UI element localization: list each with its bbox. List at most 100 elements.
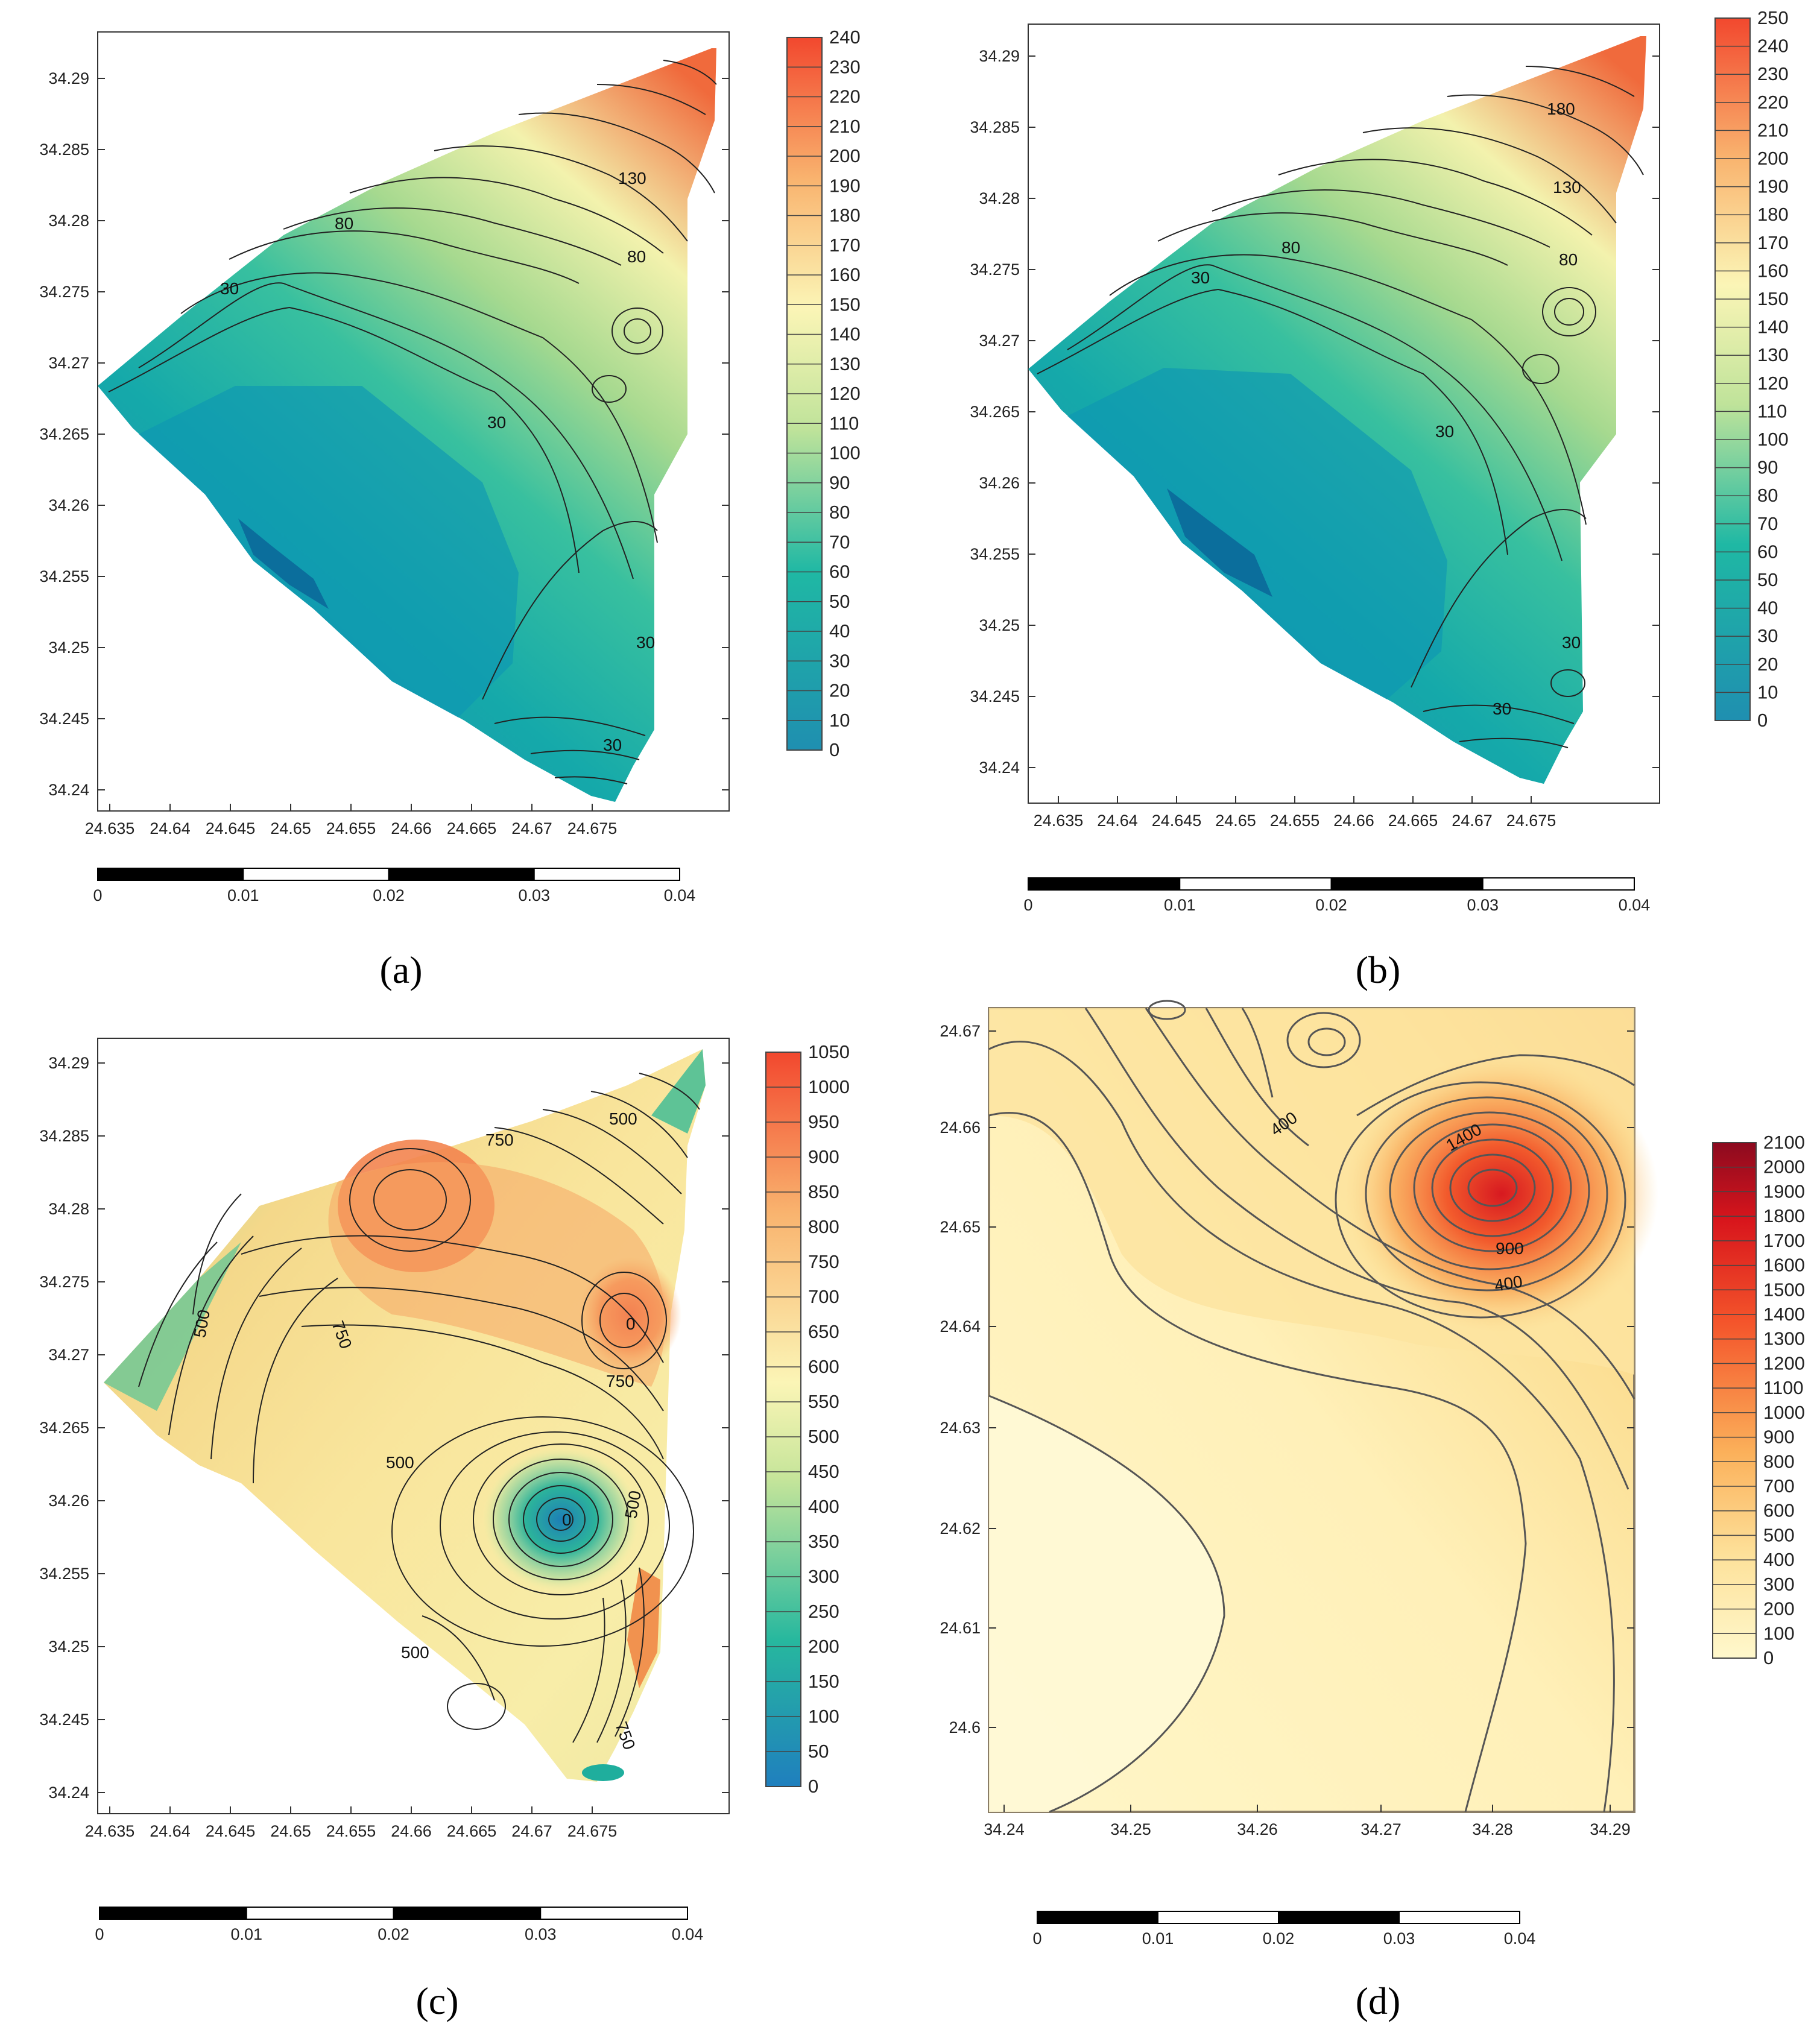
panel-b-contour-labels: 180 130 80 80 30 30 30 30 [1191, 99, 1581, 718]
x-tick-label: 24.66 [391, 1822, 432, 1840]
x-tick-label: 24.645 [206, 1822, 256, 1840]
contour-label: 30 [603, 736, 622, 754]
scalebar-label: 0.03 [1383, 1929, 1415, 1948]
colorbar-label: 1500 [1763, 1279, 1805, 1300]
scalebar-label: 0 [1023, 896, 1032, 914]
colorbar-label: 150 [829, 294, 861, 315]
contour-label: 30 [1493, 699, 1511, 718]
colorbar-label: 100 [1763, 1623, 1795, 1644]
x-tick-label: 24.66 [1333, 812, 1374, 830]
contour-label: 500 [401, 1643, 429, 1662]
y-tick-label: 34.29 [48, 1054, 89, 1072]
y-tick-label: 34.24 [48, 1784, 89, 1802]
colorbar-label: 100 [808, 1706, 839, 1727]
panel-a-label: (a) [379, 948, 422, 991]
colorbar-label: 180 [829, 205, 861, 226]
colorbar-label: 50 [1757, 569, 1778, 590]
scalebar-segment [540, 1907, 688, 1920]
contour-label: 30 [220, 279, 239, 298]
contour-label: 180 [1547, 99, 1575, 118]
scalebar-label: 0.02 [378, 1925, 409, 1943]
colorbar-label: 40 [829, 620, 850, 642]
panel-b-scalebar: 0 0.01 0.02 0.03 0.04 [1023, 877, 1650, 914]
y-tick-label: 34.27 [48, 354, 89, 372]
panel-c-scalebar: 0 0.01 0.02 0.03 0.04 [95, 1907, 703, 1943]
scalebar-segment [1028, 877, 1181, 891]
colorbar-label: 500 [808, 1426, 839, 1447]
contour-label: 750 [611, 1719, 639, 1752]
panel-c-frame [97, 1038, 730, 1814]
y-tick-label: 34.29 [48, 69, 89, 87]
colorbar-label: 160 [1757, 260, 1789, 281]
colorbar-label: 10 [1757, 681, 1778, 702]
y-tick-label: 34.27 [979, 332, 1020, 350]
contour-label: 30 [1191, 268, 1210, 287]
scalebar-label: 0.02 [373, 886, 405, 904]
colorbar-ramp [765, 1052, 801, 1787]
panel-d-axes: 34.24 34.25 34.26 34.27 34.28 34.29 24.6 24.61 2… [940, 1022, 1634, 1838]
y-tick-label: 34.285 [39, 140, 89, 159]
contour-label: 0 [562, 1510, 572, 1529]
colorbar-label: 900 [1763, 1427, 1795, 1448]
y-tick-label: 24.65 [940, 1218, 981, 1236]
contour-label: 900 [1496, 1239, 1524, 1258]
x-tick-label: 24.675 [567, 1822, 618, 1840]
scalebar-label: 0.01 [230, 1925, 262, 1943]
colorbar-label: 250 [1757, 7, 1789, 28]
colorbar-label: 250 [808, 1601, 839, 1622]
colorbar-label: 950 [808, 1111, 839, 1132]
y-tick-label: 24.6 [949, 1718, 981, 1736]
panel-d-label: (d) [1356, 1979, 1401, 2022]
x-tick-label: 34.28 [1472, 1820, 1513, 1838]
contour-label: 80 [627, 247, 646, 266]
colorbar-label: 170 [1757, 232, 1789, 253]
colorbar-label: 450 [808, 1461, 839, 1482]
y-tick-label: 34.28 [48, 1200, 89, 1218]
scalebar-label: 0.02 [1263, 1929, 1295, 1948]
scalebar-segment [393, 1907, 542, 1920]
panel-c-low-zone [482, 1447, 639, 1592]
scalebar-label: 0 [93, 886, 102, 904]
y-tick-label: 34.25 [48, 639, 89, 657]
colorbar-label: 1000 [1763, 1402, 1805, 1423]
y-tick-label: 34.245 [39, 710, 89, 728]
colorbar-label: 0 [829, 739, 839, 760]
y-tick-label: 34.255 [39, 567, 89, 585]
y-tick-label: 24.63 [940, 1419, 981, 1437]
colorbar-label: 130 [1757, 344, 1789, 365]
y-tick-label: 24.66 [940, 1118, 981, 1137]
contour-label: 80 [335, 214, 353, 233]
colorbar-label: 700 [808, 1286, 839, 1307]
colorbar-label: 240 [1757, 36, 1789, 57]
y-tick-label: 24.62 [940, 1519, 981, 1538]
colorbar-label: 0 [808, 1776, 818, 1797]
y-tick-label: 34.25 [48, 1638, 89, 1656]
scalebar-label: 0.01 [1164, 896, 1196, 914]
scalebar-label: 0 [1032, 1929, 1041, 1948]
colorbar-label: 110 [829, 412, 859, 434]
x-tick-label: 24.65 [270, 1822, 311, 1840]
scalebar-label: 0.01 [1142, 1929, 1174, 1948]
scalebar-segment [242, 868, 390, 881]
panel-a: 80 130 80 30 30 30 30 24.635 24.64 24.645 2… [39, 27, 860, 991]
colorbar-label: 550 [808, 1391, 839, 1412]
scalebar-label: 0 [95, 1925, 104, 1943]
y-tick-label: 34.26 [48, 496, 89, 514]
colorbar-label: 80 [829, 502, 850, 523]
colorbar-label: 40 [1757, 598, 1778, 619]
colorbar-label: 150 [808, 1671, 839, 1692]
scalebar-segment [1157, 1911, 1279, 1924]
y-tick-label: 34.25 [979, 616, 1020, 634]
colorbar-label: 200 [808, 1636, 839, 1657]
colorbar-label: 50 [829, 591, 850, 612]
contour-label: 130 [1553, 178, 1581, 197]
colorbar-label: 1200 [1763, 1352, 1805, 1374]
colorbar-label: 220 [1757, 92, 1789, 113]
y-tick-label: 34.255 [39, 1565, 89, 1583]
scalebar-segment [99, 1907, 247, 1920]
x-tick-label: 24.67 [511, 819, 552, 837]
scalebar-segment [97, 868, 244, 881]
colorbar-label: 240 [829, 27, 861, 48]
scalebar-label: 0.04 [664, 886, 696, 904]
